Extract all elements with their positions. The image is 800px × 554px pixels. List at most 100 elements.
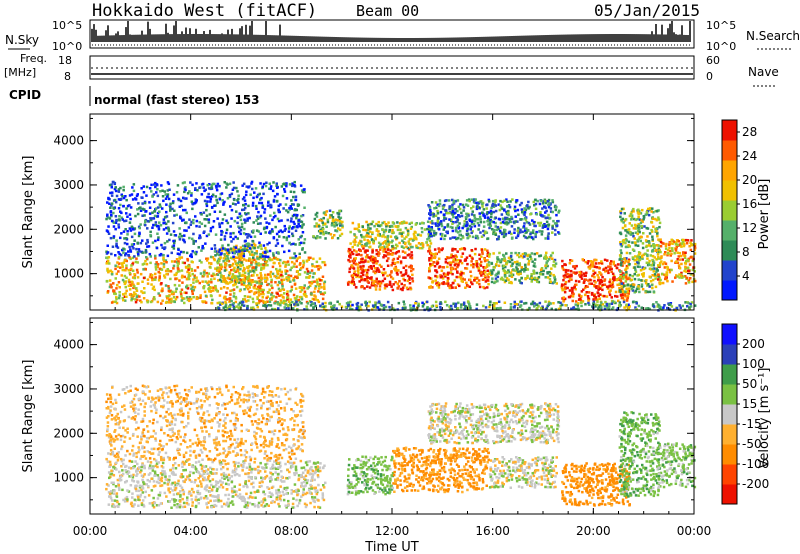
data-cell [302,292,306,296]
data-cell [502,231,506,234]
data-cell [127,250,130,253]
data-cell [555,222,558,225]
data-cell [464,286,467,289]
data-cell [602,268,605,271]
data-cell [247,269,251,273]
data-cell [115,245,118,248]
data-cell [240,303,244,307]
data-cell [213,277,216,280]
data-cell [177,268,180,271]
data-cell [340,232,344,236]
data-cell [311,264,314,268]
data-cell [278,262,281,265]
data-cell [241,184,244,187]
data-cell [285,238,289,242]
data-cell [247,280,250,284]
data-cell [444,273,447,276]
data-cell [507,260,510,263]
data-cell [149,230,152,234]
data-cell [400,274,404,277]
data-cell [619,243,622,246]
data-cell [651,250,654,253]
data-cell [678,258,682,261]
data-cell [386,264,390,267]
data-cell [295,216,298,220]
data-cell [437,286,441,289]
data-cell [507,256,511,260]
data-cell [624,245,628,249]
data-cell [271,265,275,269]
data-cell [169,209,172,212]
data-cell [153,214,157,218]
data-cell [442,281,445,284]
data-cell [461,236,465,239]
data-cell [218,184,221,188]
data-cell [235,244,238,248]
data-cell [498,229,502,233]
data-cell [693,252,697,255]
data-cell [429,233,433,237]
data-cell [323,280,327,284]
data-cell [240,249,243,252]
data-cell [183,240,186,244]
data-cell [377,280,381,283]
data-cell [148,187,152,190]
data-cell [364,268,367,272]
data-cell [274,244,278,247]
data-cell [275,184,278,188]
data-cell [624,280,628,283]
data-cell [317,300,321,304]
data-cell [320,279,323,282]
data-cell [248,290,251,294]
data-cell [547,198,551,202]
data-cell [465,256,469,259]
data-cell [277,276,281,279]
data-cell [327,232,331,235]
data-cell [193,251,197,254]
data-cell [146,220,150,223]
data-cell [109,191,112,195]
data-cell [470,222,474,225]
data-cell [229,235,232,239]
data-cell [192,218,195,222]
data-cell [114,189,118,193]
data-cell [441,233,444,236]
data-cell [446,279,449,283]
data-cell [632,217,636,221]
data-cell [206,200,209,203]
data-cell [211,193,215,196]
data-cell [499,204,502,207]
data-cell [324,230,328,234]
data-cell [606,287,610,290]
data-cell [308,281,311,284]
data-cell [446,211,449,215]
data-cell [440,248,444,252]
data-cell [189,223,192,226]
data-cell [649,280,653,283]
data-cell [277,258,280,261]
data-cell [489,209,493,213]
data-cell [394,281,397,284]
data-cell [243,249,246,252]
data-cell [273,274,276,278]
data-cell [289,274,293,278]
data-cell [516,234,520,238]
data-cell [369,265,373,268]
data-cell [642,216,646,219]
data-cell [473,224,477,228]
data-cell [571,299,574,303]
data-cell [263,276,266,279]
data-cell [188,236,191,240]
data-cell [476,237,480,240]
data-cell [500,258,504,261]
data-cell [441,266,444,269]
data-cell [461,226,464,230]
data-cell [279,258,282,262]
data-cell [408,248,411,251]
data-cell [232,305,235,309]
data-cell [467,198,471,201]
data-cell [295,297,298,300]
data-cell [452,201,455,204]
data-cell [611,285,614,289]
data-cell [290,266,293,269]
